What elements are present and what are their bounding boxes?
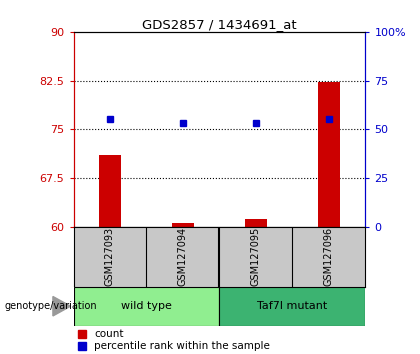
Text: percentile rank within the sample: percentile rank within the sample: [94, 341, 270, 351]
Bar: [220, 287, 365, 326]
Bar: [99, 155, 121, 227]
Text: Taf7l mutant: Taf7l mutant: [257, 301, 328, 311]
Text: GSM127094: GSM127094: [178, 227, 188, 286]
Text: GSM127093: GSM127093: [105, 227, 115, 286]
Text: GSM127096: GSM127096: [324, 227, 334, 286]
Polygon shape: [53, 297, 71, 316]
Text: count: count: [94, 329, 123, 339]
Bar: [172, 223, 194, 227]
Title: GDS2857 / 1434691_at: GDS2857 / 1434691_at: [142, 18, 297, 31]
Text: wild type: wild type: [121, 301, 172, 311]
Bar: [74, 287, 220, 326]
Text: genotype/variation: genotype/variation: [4, 301, 97, 311]
Bar: [318, 82, 340, 227]
Bar: [245, 219, 267, 227]
Text: GSM127095: GSM127095: [251, 227, 261, 286]
